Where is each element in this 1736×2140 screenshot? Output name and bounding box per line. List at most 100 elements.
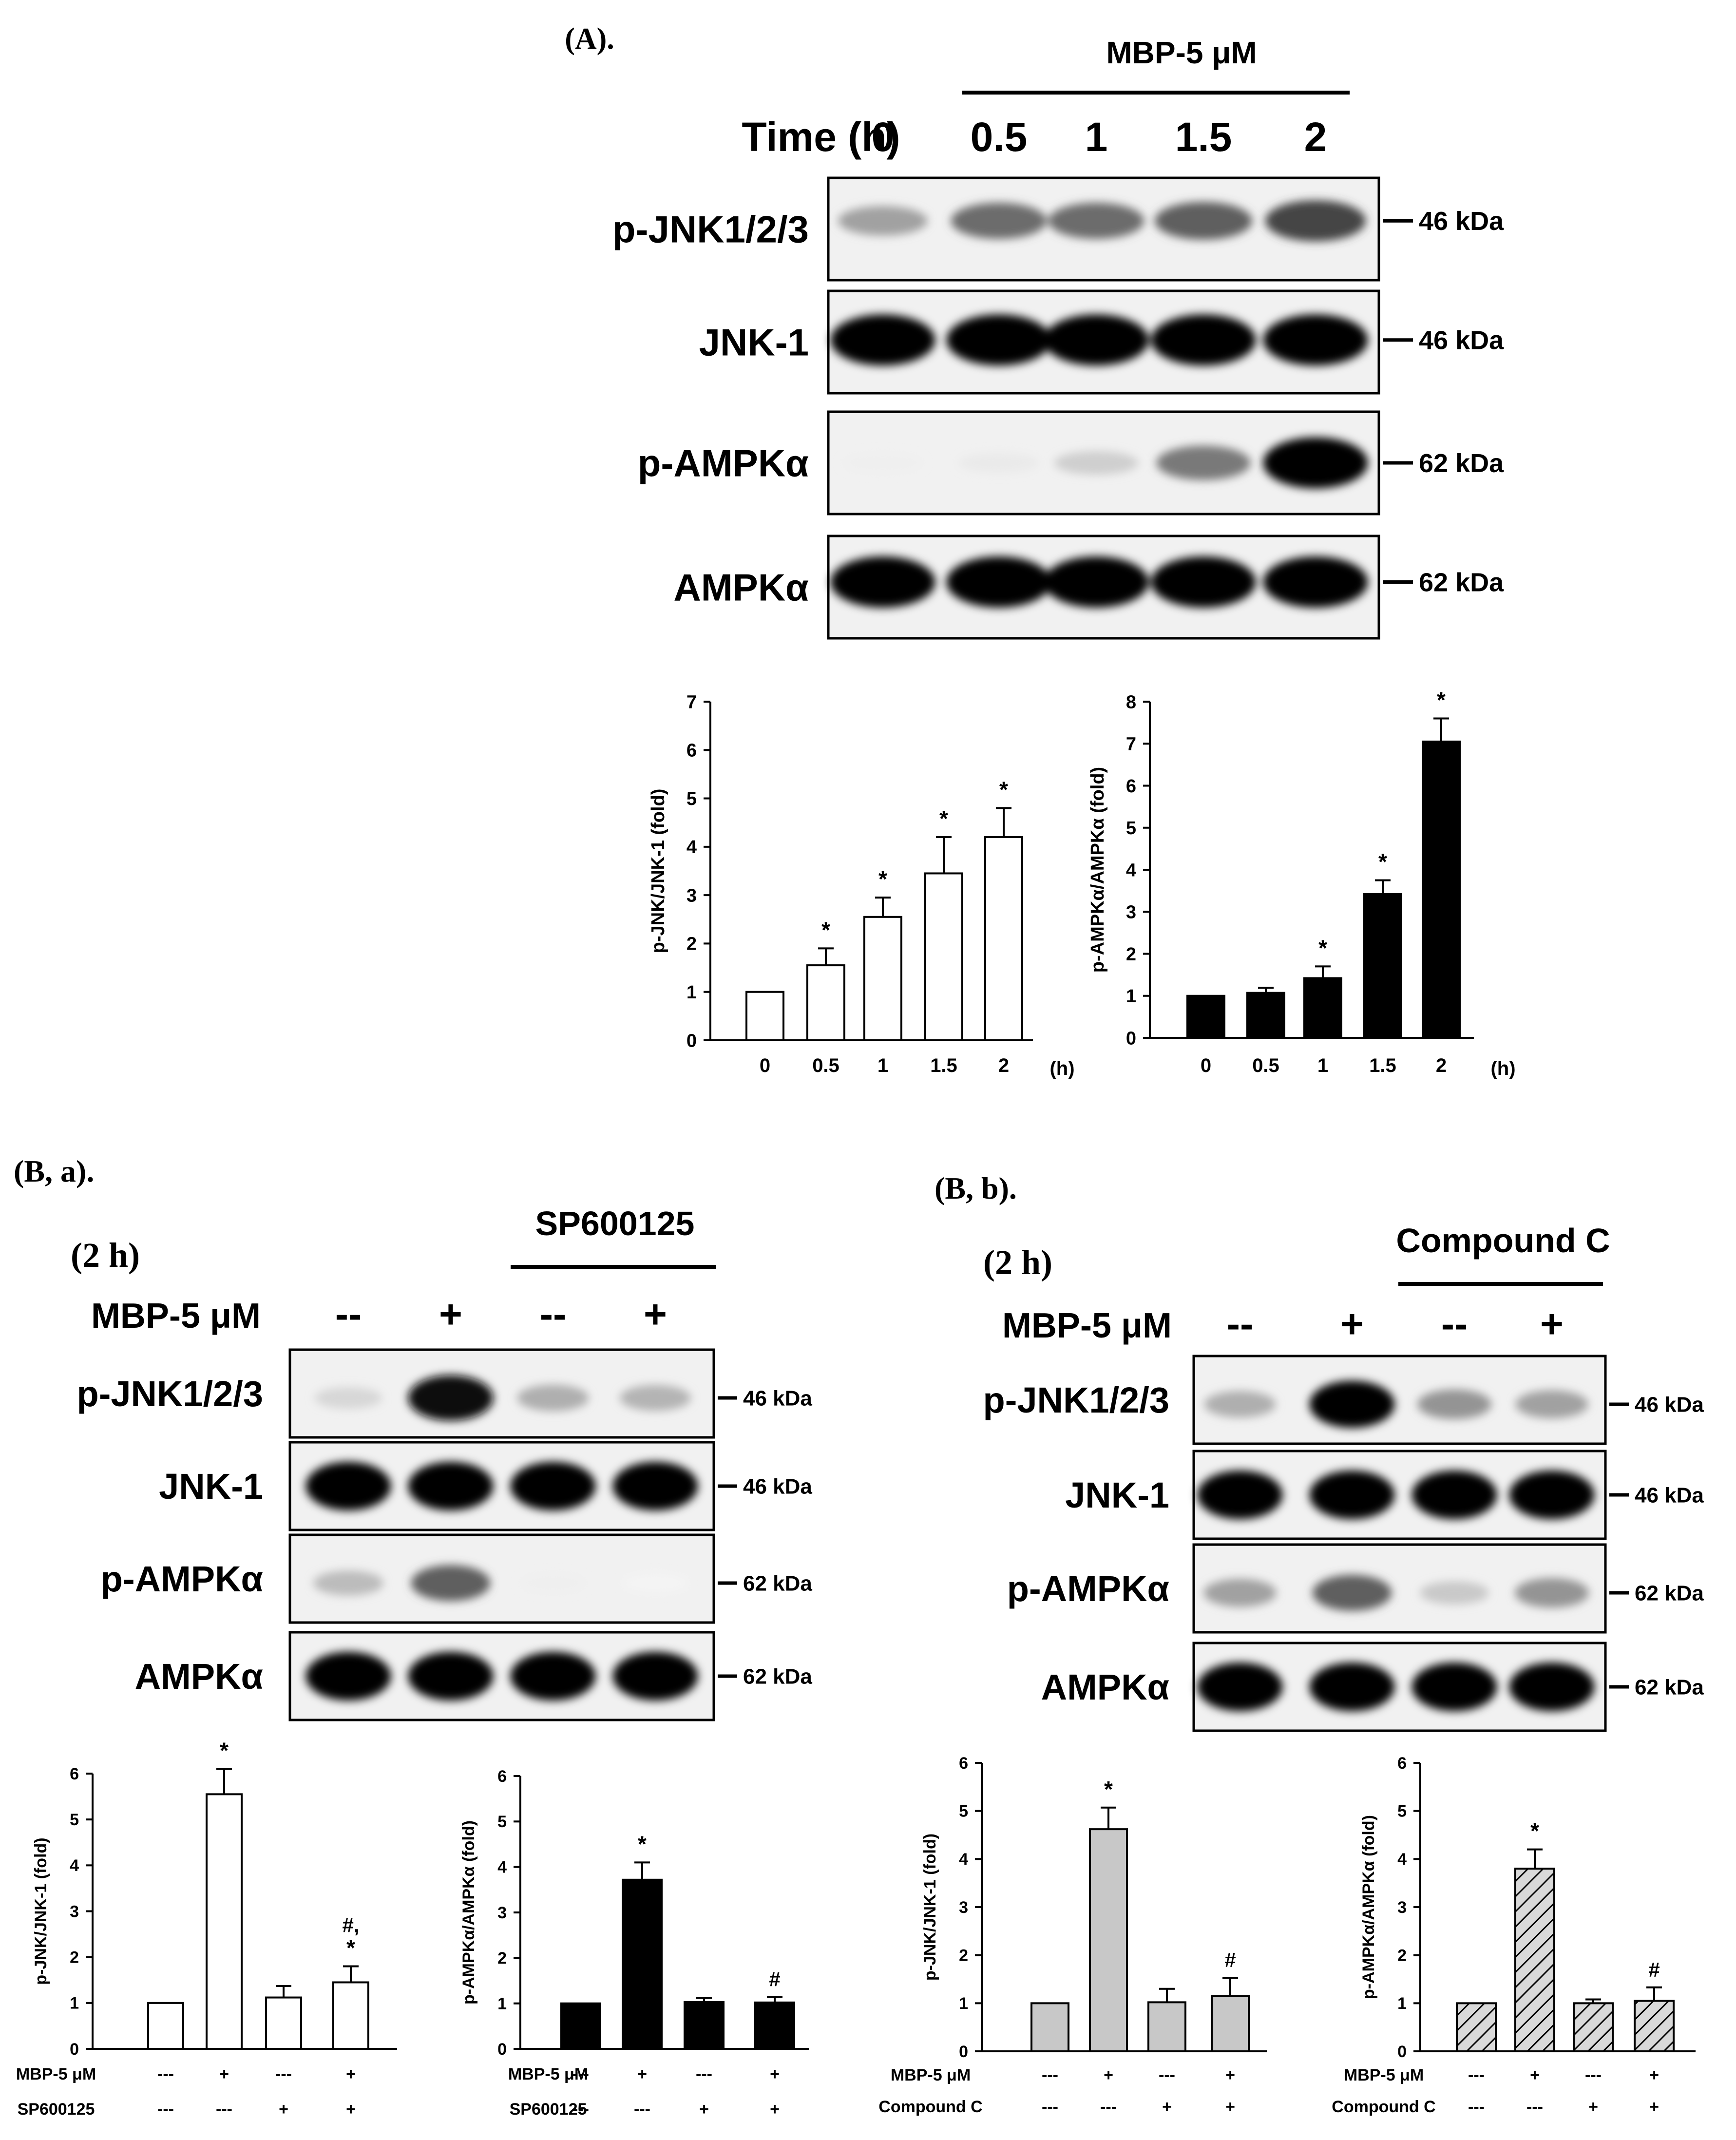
panel-bb-band	[1204, 1391, 1276, 1418]
panel-a-band	[1155, 202, 1252, 240]
y-tick-label: 1	[1126, 986, 1136, 1007]
treatment-cell: ---	[1159, 2066, 1175, 2084]
y-tick-label: 0	[70, 2040, 79, 2059]
treatment-row-label: MBP-5 μM	[891, 2066, 971, 2084]
y-tick-label: 6	[497, 1767, 507, 1786]
treatment-cell: ---	[696, 2065, 712, 2083]
y-tick-label: 3	[70, 1902, 79, 1921]
x-tick-label: 2	[998, 1055, 1009, 1076]
panel-bb-lane-sign: +	[1540, 1302, 1564, 1346]
treatment-row-label: MBP-5 μM	[508, 2065, 588, 2083]
panel-ba-blot-label: p-AMPKα	[101, 1559, 263, 1599]
panel-ba-bands	[313, 1565, 688, 1601]
treatment-cell: +	[346, 2065, 356, 2083]
panel-ba-band	[612, 1462, 698, 1510]
panel-bb-band	[1312, 1575, 1392, 1611]
panel-bb-marker-label: 62 kDa	[1635, 1675, 1704, 1699]
treatment-cell: ---	[634, 2100, 650, 2119]
panel-a-time-label: 1.5	[1175, 114, 1232, 160]
significance-mark: *	[821, 917, 830, 942]
treatment-cell: +	[699, 2100, 709, 2119]
bar	[806, 964, 845, 1042]
panel-a-marker-label: 46 kDa	[1419, 207, 1504, 236]
panel-ba-marker-label: 46 kDa	[743, 1386, 812, 1410]
y-tick-label: 3	[1126, 902, 1136, 923]
significance-mark: *	[1104, 1777, 1113, 1802]
y-tick-label: 3	[1397, 1898, 1407, 1917]
panel-bb-band	[1309, 1380, 1395, 1428]
panel-a-bands	[830, 314, 1368, 366]
panel-a-band	[1151, 314, 1256, 366]
bar	[1573, 2002, 1614, 2053]
y-tick-label: 2	[497, 1949, 507, 1968]
y-tick-label: 6	[687, 741, 697, 761]
treatment-cell: ---	[1468, 2066, 1485, 2084]
treatment-cell: +	[1649, 2098, 1659, 2116]
bar	[332, 1981, 369, 2050]
treatment-row-label: Compound C	[1332, 2098, 1435, 2116]
panel-a-time-label: 0	[872, 114, 895, 160]
y-tick-label: 0	[687, 1031, 697, 1051]
y-tick-label: 4	[687, 837, 697, 858]
treatment-cell: +	[1530, 2066, 1540, 2084]
panel-bb-marker-label: 62 kDa	[1635, 1581, 1704, 1605]
panel-bb-band	[1412, 1471, 1497, 1519]
panel-a-time-label: 0.5	[971, 114, 1028, 160]
panel-ba-inhibitor: SP600125	[535, 1204, 695, 1242]
treatment-cell: ---	[157, 2100, 174, 2119]
bar	[622, 1878, 663, 2050]
y-tick-label: 1	[70, 1994, 79, 2013]
y-tick-label: 1	[1397, 1994, 1407, 2013]
panel-ba-time: (2 h)	[71, 1236, 140, 1275]
panel-ba-band	[305, 1652, 391, 1701]
panel-bb-band	[1412, 1662, 1497, 1711]
panel-a-band	[1044, 314, 1149, 366]
chart-bb-ampk: 0 1 2 3 4 5 6 p-AMPKα/AMPKα (fold) * # MBP-5 μM ---…	[1332, 1754, 1696, 2116]
bar	[147, 2002, 184, 2050]
bar	[1363, 893, 1402, 1039]
panel-a-marker-label: 62 kDa	[1419, 568, 1504, 597]
treatment-cell: ---	[572, 2100, 589, 2119]
significance-mark: #	[769, 1968, 780, 1991]
panel-bb-inhibitor: Compound C	[1396, 1222, 1610, 1260]
treatment-cell: ---	[216, 2100, 232, 2119]
y-axis-label: p-AMPKα/AMPKα (fold)	[1087, 767, 1108, 973]
y-tick-label: 5	[497, 1813, 507, 1831]
panel-bb-bands	[1204, 1380, 1588, 1428]
treatment-cell: ---	[1042, 2098, 1058, 2116]
treatment-cell: ---	[572, 2065, 589, 2083]
significance-mark: *	[638, 1831, 647, 1856]
panel-bb-blot-label: AMPKα	[1041, 1667, 1169, 1707]
y-axis-label: p-AMPKα/AMPKα (fold)	[1359, 1815, 1378, 1999]
bar	[684, 2001, 725, 2050]
significance-mark: *	[1318, 935, 1327, 960]
panel-a-band	[946, 314, 1051, 366]
x-unit-label: (h)	[1490, 1058, 1515, 1079]
y-tick-label: 3	[497, 1904, 507, 1922]
panel-a-marker-label: 46 kDa	[1419, 326, 1504, 355]
bar	[984, 836, 1023, 1041]
panel-a-band	[842, 453, 923, 473]
y-tick-label: 0	[1397, 2043, 1407, 2061]
y-tick-label: 2	[959, 1947, 968, 1965]
bar	[745, 991, 784, 1041]
panel-bb-blot-label: p-JNK1/2/3	[983, 1380, 1169, 1420]
x-tick-label: 0	[760, 1055, 770, 1076]
y-tick-label: 2	[1397, 1947, 1407, 1965]
panel-ba-band	[520, 1573, 586, 1593]
significance-mark: #	[1224, 1949, 1236, 1971]
y-tick-label: 5	[959, 1802, 968, 1821]
panel-ba-lane-sign: --	[540, 1292, 567, 1337]
bar	[1186, 994, 1225, 1039]
y-tick-label: 6	[70, 1765, 79, 1783]
treatment-cell: ---	[275, 2065, 292, 2083]
panel-bb-blot-label: p-AMPKα	[1007, 1568, 1169, 1609]
panel-bb-marker-label: 46 kDa	[1635, 1483, 1704, 1507]
panel-a-band	[1263, 314, 1368, 366]
panel-ba-blot-label: p-JNK1/2/3	[77, 1374, 263, 1414]
y-tick-label: 7	[1126, 734, 1136, 755]
x-tick-label: 1	[878, 1055, 888, 1076]
